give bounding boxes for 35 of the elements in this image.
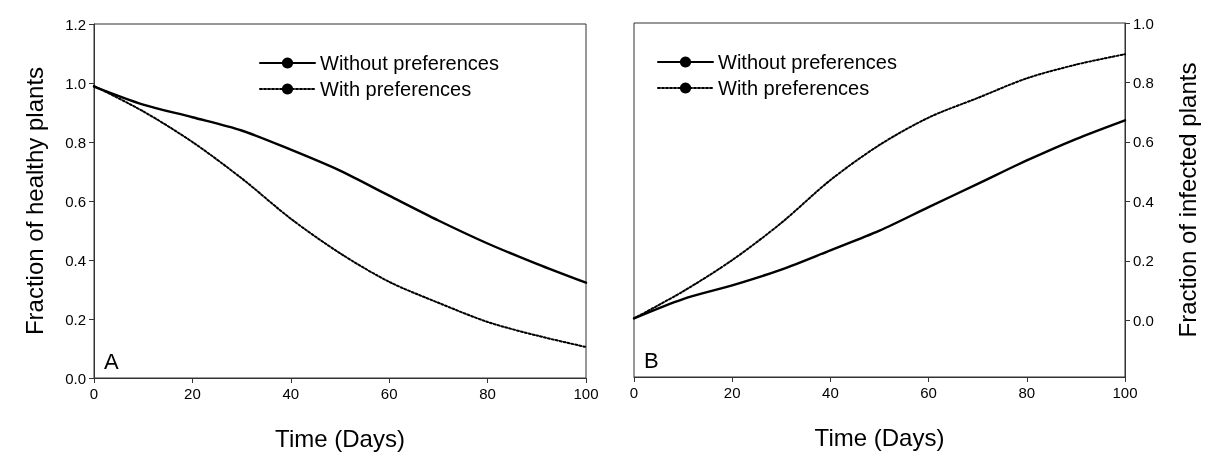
x-tick-label: 0 [89, 385, 99, 402]
x-tick-label: 20 [723, 384, 741, 401]
x-axis-title: Time (Days) [275, 424, 405, 452]
y-tick-label: 1.2 [65, 15, 86, 33]
x-tick-label: 80 [1018, 384, 1036, 401]
x-tick-label: 40 [282, 385, 300, 402]
x-tick-label: 100 [1112, 384, 1138, 401]
x-tick-label: 60 [920, 384, 937, 401]
x-tick-label: 80 [479, 385, 496, 402]
x-axis-title: Time (Days) [814, 423, 945, 451]
x-tick-label: 100 [573, 385, 599, 402]
annotation: B [644, 347, 659, 373]
y2-tick-label: 0.2 [1133, 252, 1154, 270]
y-tick-label: 0.6 [65, 192, 86, 210]
y2-tick-label: 0.8 [1133, 74, 1154, 91]
x-tick-label: 40 [822, 384, 839, 401]
x-tick-label: 20 [184, 385, 201, 402]
x-tick-label: 0 [629, 384, 639, 401]
y2-tick-label: 1.0 [1133, 14, 1154, 32]
legend-label: With preferences [718, 77, 870, 99]
y-tick-label: 0.2 [65, 310, 86, 328]
legend-label: Without preferences [320, 52, 499, 74]
y2-axis-title: Fraction of infected plants [1173, 62, 1201, 338]
y2-tick-label: 0.4 [1133, 192, 1154, 210]
y-tick-label: 0.0 [65, 369, 86, 387]
legend-label: Without preferences [718, 51, 897, 73]
y-tick-label: 1.0 [65, 74, 86, 92]
y2-tick-label: 0.0 [1133, 311, 1154, 329]
annotation: A [104, 348, 119, 374]
legend-label: With preferences [320, 78, 472, 100]
y-tick-label: 0.8 [65, 133, 86, 151]
y2-tick-label: 0.6 [1133, 133, 1154, 151]
y-tick-label: 0.4 [65, 251, 86, 269]
y-axis-title: Fraction of healthy plants [20, 66, 48, 336]
x-tick-label: 60 [380, 385, 398, 402]
